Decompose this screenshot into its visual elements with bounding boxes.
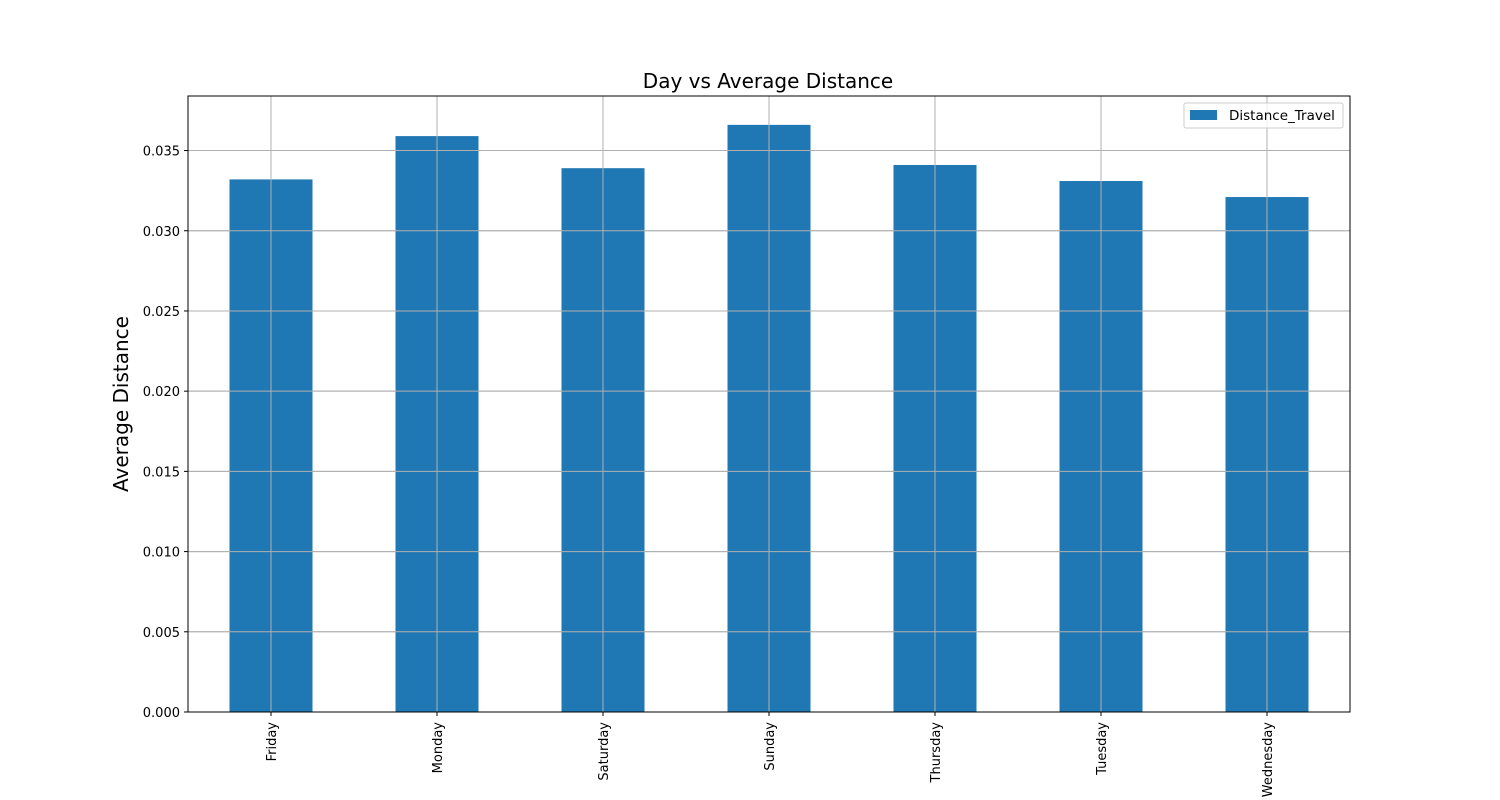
x-tick-label: Wednesday [1261, 722, 1276, 798]
y-tick-label: 0.020 [143, 385, 180, 400]
y-tick-label: 0.035 [143, 145, 180, 160]
legend: Distance_Travel [1183, 102, 1344, 129]
x-tick-label: Friday [265, 722, 280, 762]
x-tick-label: Sunday [763, 722, 778, 771]
x-tick-label: Saturday [597, 722, 612, 781]
y-axis-ticks: 0.000 0.005 0.010 0.015 0.020 0.025 0.030 0.035 [143, 145, 188, 721]
chart-title: Day vs Average Distance [643, 69, 893, 93]
x-axis-ticks: Friday Monday Saturday Sunday Thursday Tuesda… [265, 712, 1276, 797]
x-tick-label: Monday [431, 722, 446, 774]
y-tick-label: 0.010 [143, 546, 180, 561]
x-tick-label: Tuesday [1095, 722, 1110, 776]
legend-swatch [1190, 110, 1217, 120]
y-tick-label: 0.005 [143, 626, 180, 641]
y-tick-label: 0.000 [143, 706, 180, 721]
y-tick-label: 0.025 [143, 305, 180, 320]
legend-box [1183, 102, 1344, 129]
x-tick-label: Thursday [929, 722, 944, 784]
y-tick-label: 0.015 [143, 465, 180, 480]
legend-label: Distance_Travel [1229, 108, 1335, 124]
grid-overlay [188, 96, 1350, 713]
y-axis-title: Average Distance [109, 316, 133, 492]
y-tick-label: 0.030 [143, 225, 180, 240]
